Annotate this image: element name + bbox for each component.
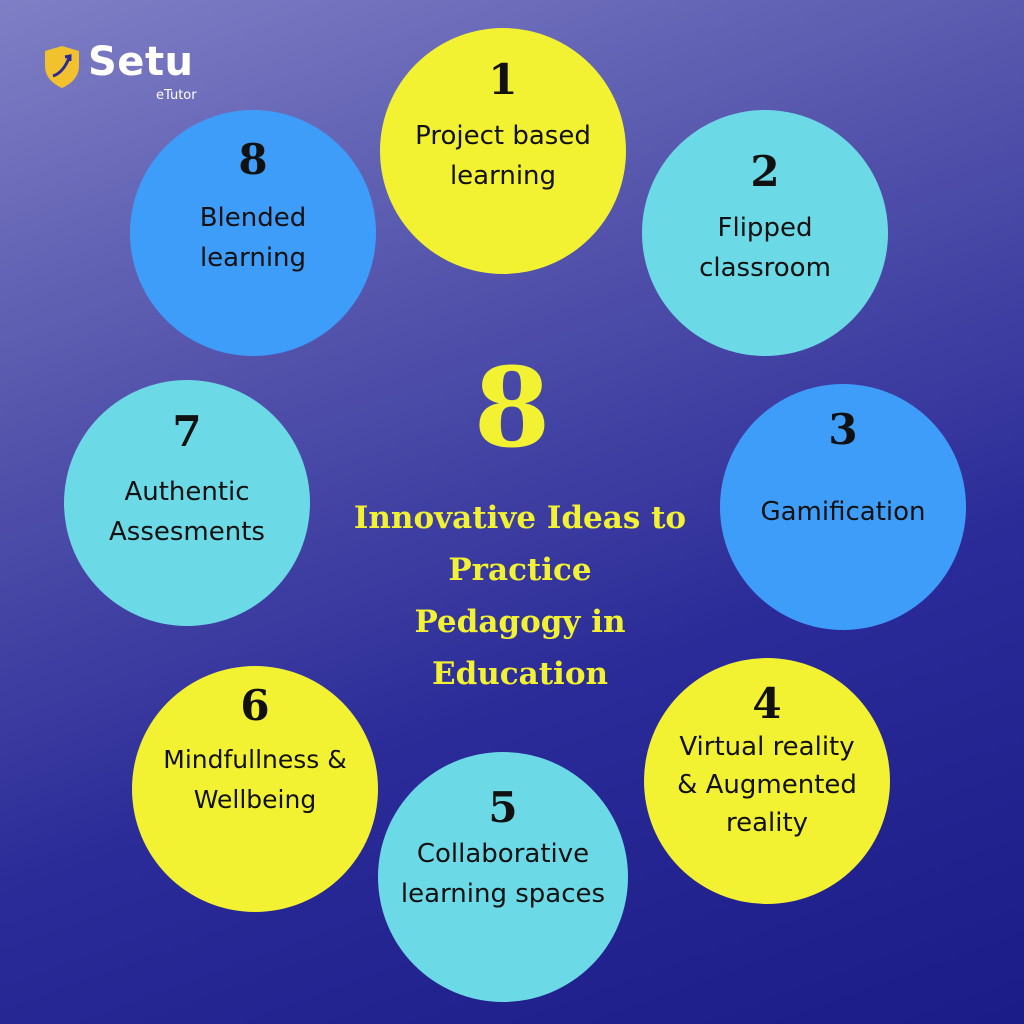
idea-circle-1: 1 Project based learning (380, 28, 626, 274)
idea-number: 1 (488, 55, 518, 104)
center-number: 8 (473, 343, 551, 472)
idea-number: 6 (240, 681, 270, 730)
brand-subtitle: eTutor (156, 88, 197, 103)
idea-label: Blended learning (199, 203, 307, 273)
center-title: Innovative Ideas to Practice Pedagogy in… (353, 500, 687, 692)
idea-label: Gamification (760, 497, 926, 527)
idea-label: Virtual reality & Augmented reality (677, 732, 857, 838)
idea-circle-6: 6 Mindfullness & Wellbeing (132, 666, 378, 912)
idea-circle-5: 5 Collaborative learning spaces (378, 752, 628, 1002)
idea-number: 2 (750, 147, 780, 196)
brand-logo: Setu eTutor (40, 39, 230, 110)
idea-circle-4: 4 Virtual reality & Augmented reality (644, 658, 890, 904)
idea-circle-2: 2 Flipped classroom (642, 110, 888, 356)
idea-number: 4 (752, 679, 782, 728)
idea-number: 5 (488, 783, 518, 832)
shield-icon (45, 46, 79, 88)
idea-label: Mindfullness & Wellbeing (163, 745, 347, 814)
idea-label: Flipped classroom (699, 213, 831, 283)
idea-circle-8: 8 Blended learning (130, 110, 376, 356)
idea-number: 7 (172, 407, 202, 456)
idea-circle-3: 3 Gamification (720, 384, 966, 630)
idea-number: 8 (238, 135, 268, 184)
brand-name: Setu (88, 39, 194, 85)
idea-label: Project based learning (415, 121, 591, 191)
idea-label: Collaborative learning spaces (400, 839, 606, 909)
idea-label: Authentic Assesments (109, 477, 265, 547)
idea-circle-7: 7 Authentic Assesments (64, 380, 310, 626)
idea-number: 3 (828, 405, 858, 454)
